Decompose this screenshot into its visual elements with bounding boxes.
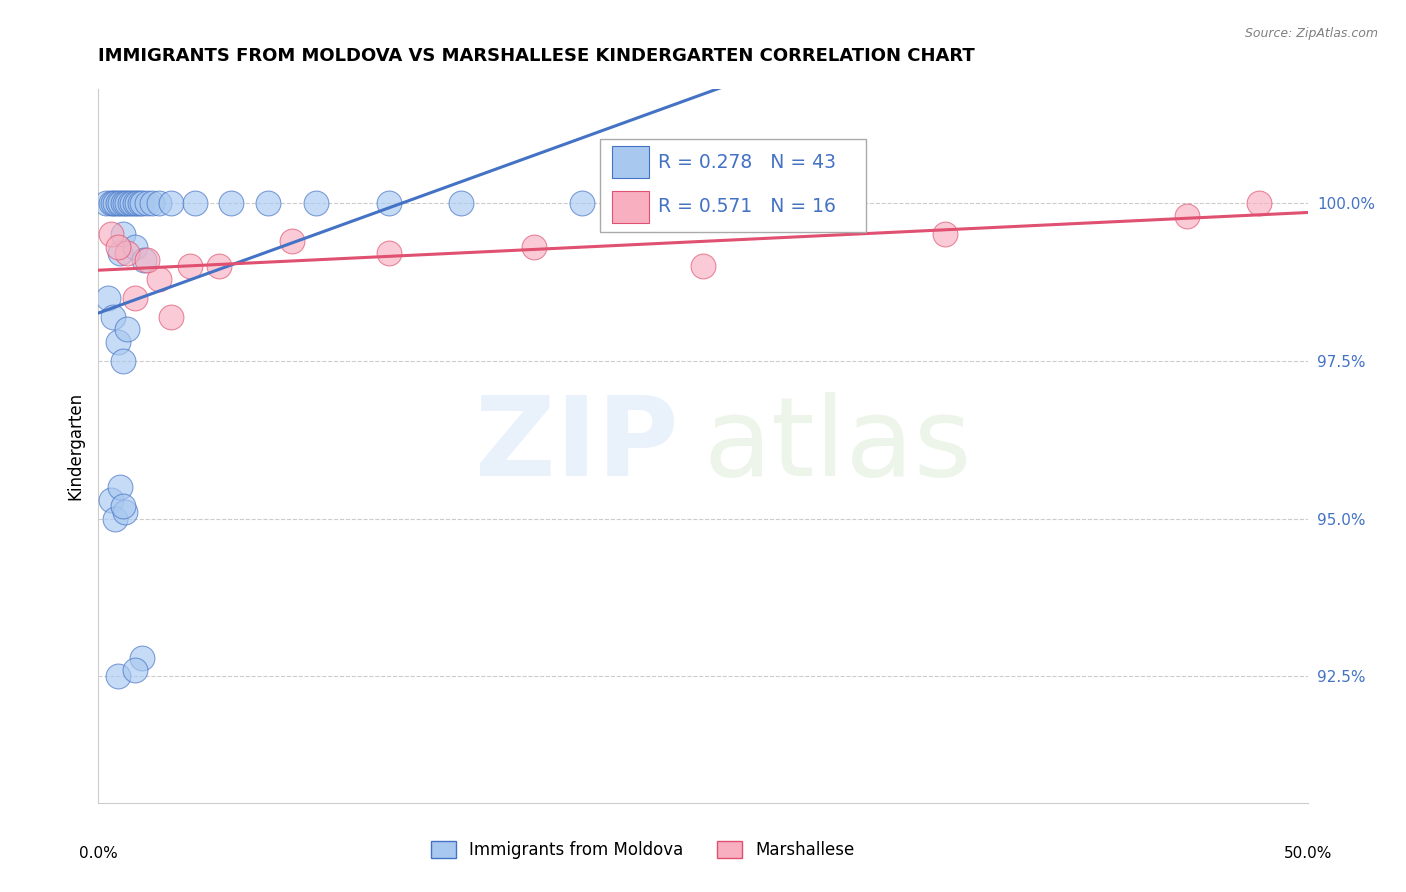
Point	[208, 259, 231, 273]
FancyBboxPatch shape	[613, 146, 648, 178]
Text: R = 0.278   N = 43: R = 0.278 N = 43	[658, 153, 837, 172]
Point	[124, 240, 146, 254]
Point	[100, 195, 122, 210]
Point	[108, 480, 131, 494]
Point	[128, 195, 150, 210]
Text: IMMIGRANTS FROM MOLDOVA VS MARSHALLESE KINDERGARTEN CORRELATION CHART: IMMIGRANTS FROM MOLDOVA VS MARSHALLESE K…	[98, 47, 976, 65]
Point	[111, 353, 134, 368]
Point	[184, 195, 207, 210]
Point	[124, 291, 146, 305]
Point	[523, 240, 546, 254]
Point	[117, 322, 139, 336]
Point	[111, 499, 134, 513]
Point	[134, 252, 156, 267]
Point	[377, 195, 399, 210]
Legend: Immigrants from Moldova, Marshallese: Immigrants from Moldova, Marshallese	[425, 834, 860, 866]
Point	[101, 195, 124, 210]
Point	[107, 334, 129, 349]
Point	[135, 195, 157, 210]
Point	[100, 227, 122, 242]
Point	[117, 246, 139, 260]
Point	[107, 195, 129, 210]
Text: 50.0%: 50.0%	[1284, 846, 1331, 861]
Point	[107, 669, 129, 683]
Point	[1175, 209, 1198, 223]
FancyBboxPatch shape	[613, 191, 648, 223]
Point	[100, 492, 122, 507]
Point	[281, 234, 304, 248]
Text: 0.0%: 0.0%	[79, 846, 118, 861]
Point	[118, 195, 141, 210]
Point	[160, 195, 183, 210]
Point	[117, 195, 139, 210]
Point	[114, 505, 136, 519]
Point	[141, 195, 163, 210]
Point	[107, 240, 129, 254]
Point	[104, 195, 127, 210]
Point	[127, 195, 149, 210]
Point	[148, 195, 170, 210]
Point	[692, 259, 714, 273]
Y-axis label: Kindergarten: Kindergarten	[66, 392, 84, 500]
Point	[124, 195, 146, 210]
Point	[934, 227, 956, 242]
Point	[148, 271, 170, 285]
Text: R = 0.571   N = 16: R = 0.571 N = 16	[658, 197, 837, 217]
Point	[1249, 195, 1271, 210]
Point	[101, 310, 124, 324]
Point	[124, 663, 146, 677]
Text: atlas: atlas	[703, 392, 972, 500]
Point	[305, 195, 328, 210]
Point	[160, 310, 183, 324]
Text: Source: ZipAtlas.com: Source: ZipAtlas.com	[1244, 27, 1378, 40]
Text: ZIP: ZIP	[475, 392, 679, 500]
Point	[450, 195, 472, 210]
Point	[131, 650, 153, 665]
Point	[377, 246, 399, 260]
Point	[108, 246, 131, 260]
FancyBboxPatch shape	[600, 139, 866, 232]
Point	[121, 195, 143, 210]
Point	[97, 291, 120, 305]
Point	[108, 195, 131, 210]
Point	[256, 195, 278, 210]
Point	[221, 195, 243, 210]
Point	[571, 195, 593, 210]
Point	[111, 227, 134, 242]
Point	[94, 195, 117, 210]
Point	[131, 195, 153, 210]
Point	[114, 195, 136, 210]
Point	[104, 511, 127, 525]
Point	[135, 252, 157, 267]
Point	[179, 259, 201, 273]
Point	[111, 195, 134, 210]
